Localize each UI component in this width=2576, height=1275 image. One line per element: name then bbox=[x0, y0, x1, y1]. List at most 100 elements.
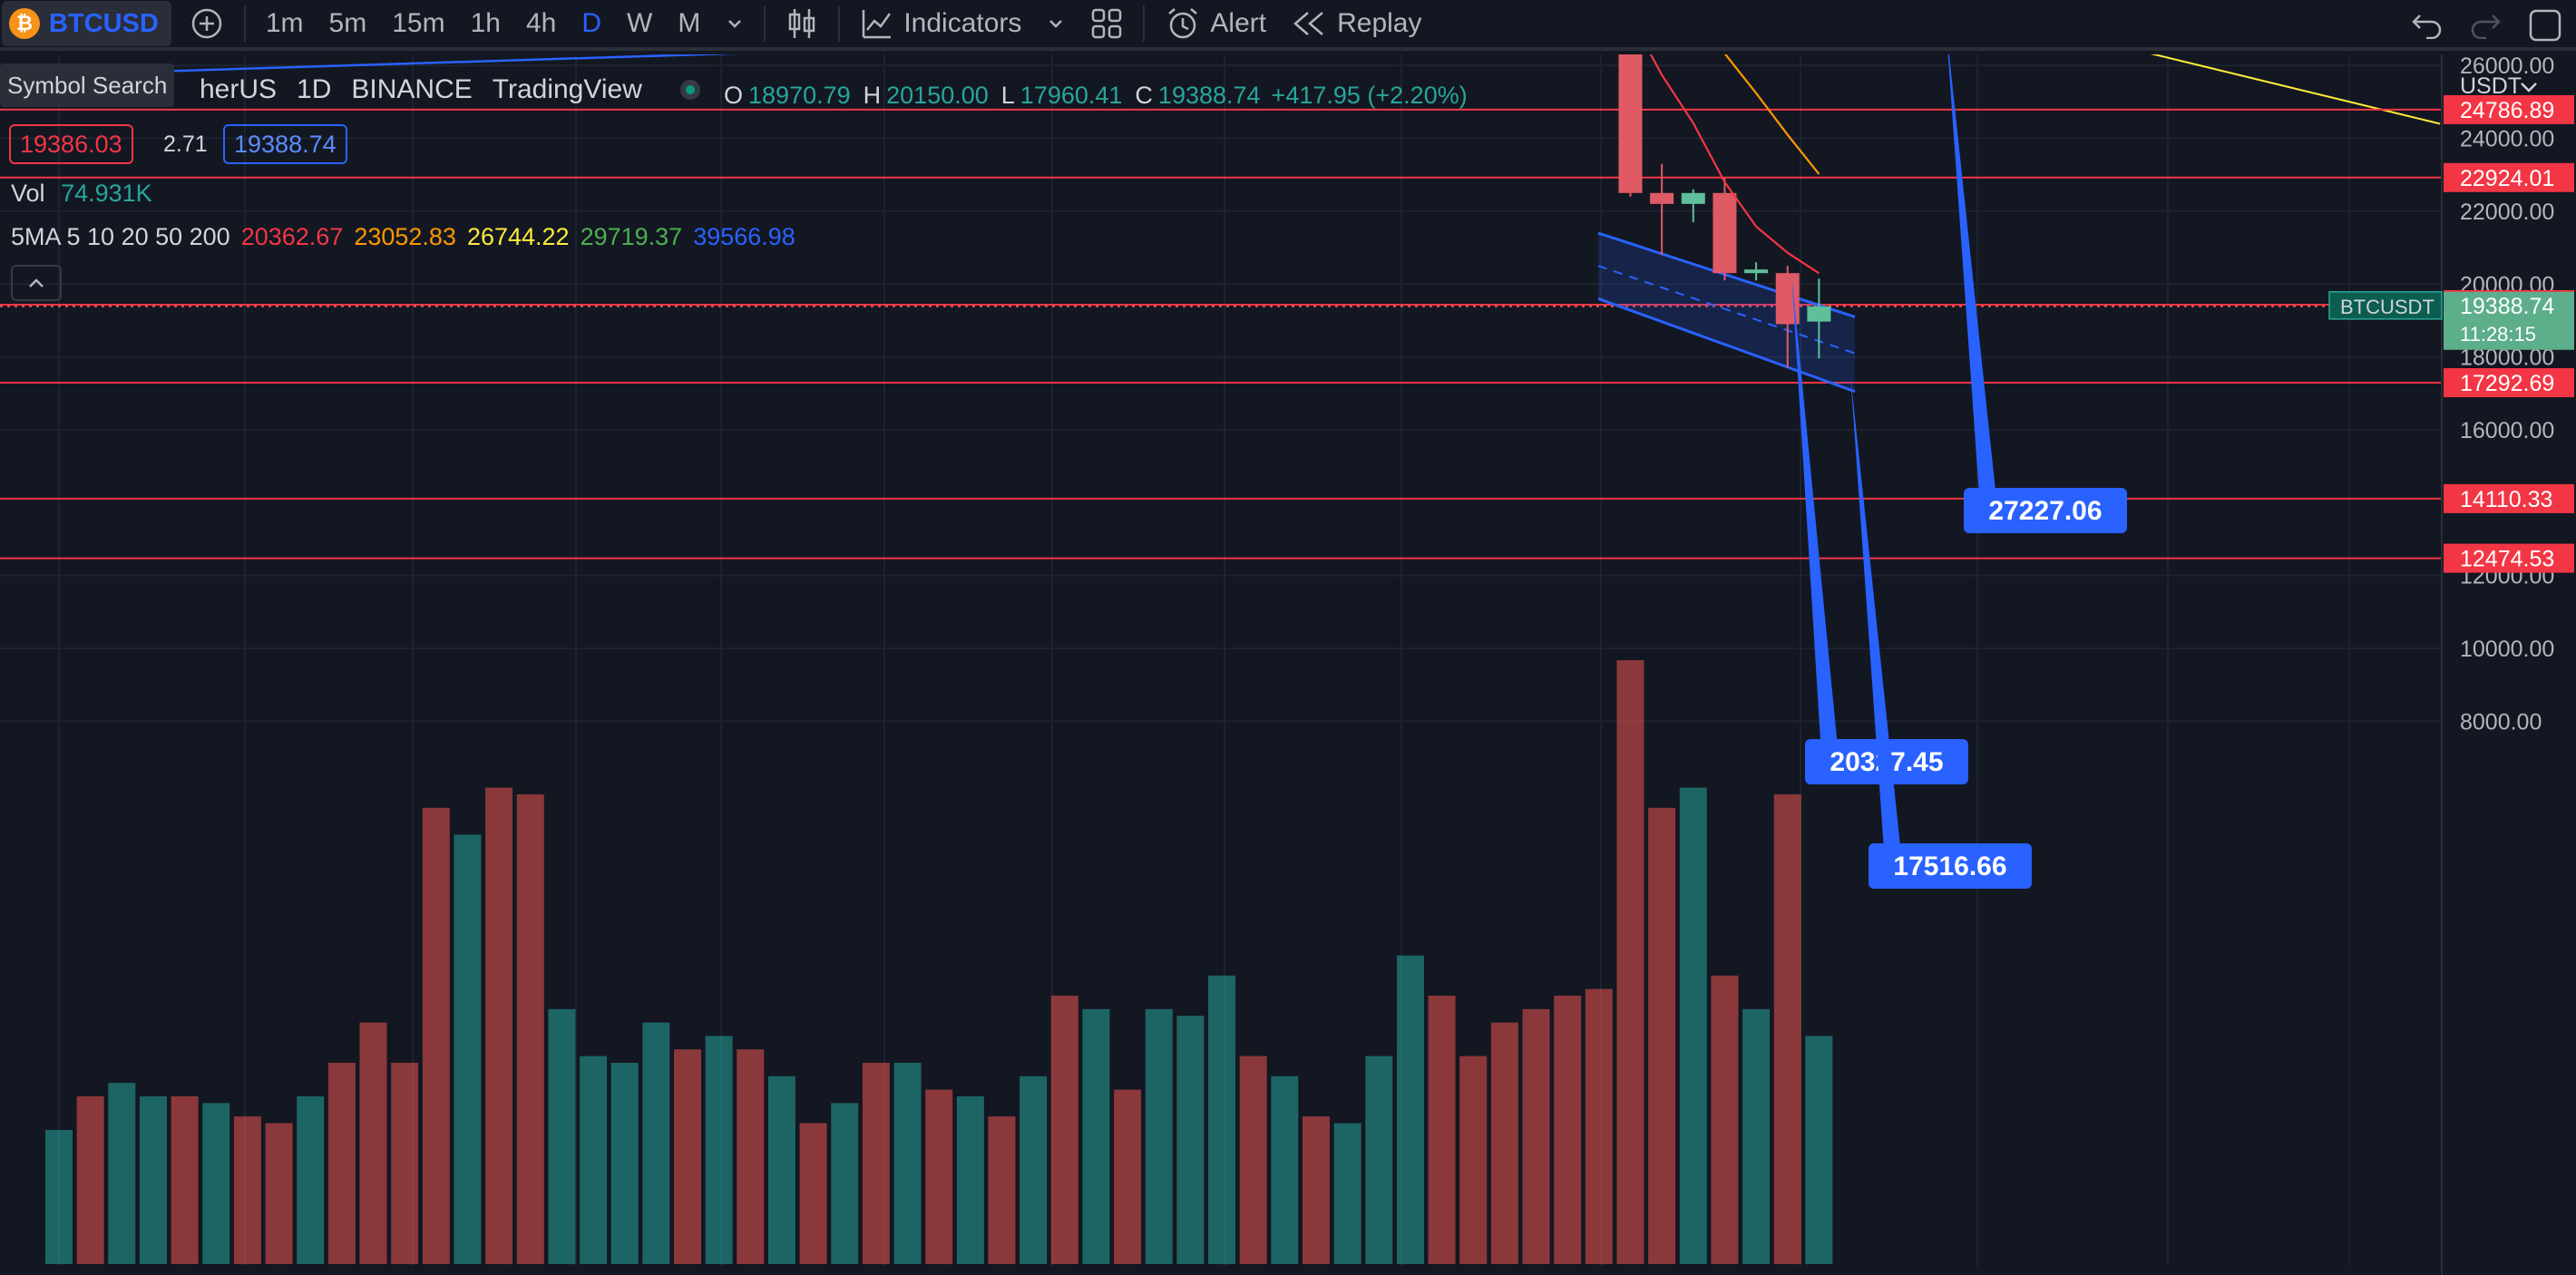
price-callout[interactable] bbox=[1869, 843, 2032, 889]
square-icon bbox=[2529, 9, 2561, 42]
replay-button[interactable]: Replay bbox=[1279, 0, 1434, 49]
chevron-down-icon bbox=[1049, 20, 1063, 28]
alert-button[interactable]: Alert bbox=[1152, 0, 1279, 49]
ohlc-legend: O 18970.79 H 20150.00 L 17960.41 C 19388.74 … bbox=[724, 82, 1468, 110]
level-price-tag bbox=[2444, 543, 2574, 573]
volume-bar bbox=[1114, 1089, 1142, 1264]
volume-bar bbox=[767, 1075, 795, 1264]
candle-body[interactable] bbox=[1807, 306, 1831, 322]
timeframe-4h[interactable]: 4h bbox=[513, 0, 569, 49]
price-axis-tick: 8000.00 bbox=[2460, 709, 2542, 735]
source-label: TradingView bbox=[492, 74, 642, 104]
chart-pane[interactable]: 27227.0620327.4517516.66USDT38000.003600… bbox=[0, 54, 2576, 1275]
timeframe-w[interactable]: W bbox=[614, 0, 665, 49]
price-axis-tick: 22000.00 bbox=[2460, 200, 2554, 225]
current-price-tag bbox=[2444, 291, 2574, 350]
channel-mid bbox=[1597, 265, 1856, 355]
volume-bar bbox=[1490, 1022, 1518, 1264]
timeframe-5m[interactable]: 5m bbox=[317, 0, 380, 49]
volume-bar bbox=[705, 1036, 733, 1264]
volume-bar bbox=[1459, 1056, 1488, 1264]
axis-currency-label: USDT bbox=[2460, 73, 2522, 99]
volume-label: Vol bbox=[11, 180, 45, 207]
volume-bar bbox=[1208, 975, 1236, 1264]
volume-bar bbox=[862, 1063, 890, 1264]
volume-bar bbox=[1522, 1008, 1550, 1264]
volume-bar bbox=[171, 1096, 199, 1264]
volume-bar bbox=[45, 1130, 73, 1264]
chevron-down-icon bbox=[728, 20, 742, 28]
timeframe-label: 1h bbox=[470, 8, 501, 38]
volume-bar bbox=[1805, 1036, 1833, 1264]
candle-body[interactable] bbox=[1712, 192, 1737, 274]
ma-200-value: 39566.98 bbox=[693, 223, 795, 250]
volume-bar bbox=[485, 787, 513, 1264]
current-symbol-label: BTCUSDT bbox=[2340, 296, 2435, 318]
timeframe-1m[interactable]: 1m bbox=[253, 0, 317, 49]
channel-upper bbox=[1597, 231, 1856, 318]
indicators-dropdown[interactable] bbox=[1034, 0, 1078, 49]
volume-bar bbox=[642, 1022, 670, 1264]
trendline-blue-lower bbox=[0, 54, 738, 78]
open-value: 18970.79 bbox=[748, 82, 851, 109]
volume-bar bbox=[1742, 1008, 1771, 1264]
timeframe-1h[interactable]: 1h bbox=[458, 0, 513, 49]
callout-pointer bbox=[1850, 375, 1905, 889]
callout-pointer bbox=[1947, 54, 2000, 533]
timeframe-d[interactable]: D bbox=[569, 0, 614, 49]
volume-bar bbox=[359, 1022, 387, 1264]
symbol-search-button[interactable]: ₿ BTCUSD bbox=[2, 1, 171, 46]
volume-bar bbox=[1711, 975, 1739, 1264]
candle-body[interactable] bbox=[1618, 54, 1643, 193]
fullscreen-button[interactable] bbox=[2514, 0, 2576, 51]
undo-icon bbox=[2412, 15, 2442, 39]
exchange-label: BINANCE bbox=[351, 74, 473, 104]
volume-bar bbox=[516, 794, 544, 1264]
layout-button[interactable] bbox=[1078, 0, 1136, 49]
volume-bar bbox=[1616, 660, 1644, 1264]
candle-body[interactable] bbox=[1650, 192, 1674, 204]
bid-price-box[interactable]: 19386.03 bbox=[9, 124, 133, 164]
timeframe-m[interactable]: M bbox=[665, 0, 713, 49]
current-price-label: 19388.74 bbox=[2460, 294, 2554, 319]
chart-type-button[interactable] bbox=[773, 0, 831, 49]
volume-bar bbox=[1303, 1116, 1330, 1264]
open-label: O bbox=[724, 82, 744, 109]
volume-bar bbox=[265, 1123, 293, 1264]
candle-body[interactable] bbox=[1744, 269, 1769, 274]
moving-average-legend: 5MA 5 10 20 50 200 20362.67 23052.83 267… bbox=[11, 223, 795, 251]
candle-body[interactable] bbox=[1681, 192, 1705, 204]
level-price-tag bbox=[2444, 368, 2574, 398]
timeframe-15m[interactable]: 15m bbox=[379, 0, 457, 49]
volume-bar bbox=[1145, 1008, 1173, 1264]
volume-bar bbox=[233, 1116, 261, 1264]
price-callout[interactable] bbox=[1964, 488, 2127, 533]
chevron-down-icon[interactable] bbox=[2521, 83, 2537, 92]
volume-bar bbox=[1585, 988, 1613, 1264]
timeframe-label: 15m bbox=[392, 8, 445, 38]
ask-price-box[interactable]: 19388.74 bbox=[223, 124, 347, 164]
redo-button[interactable] bbox=[2456, 0, 2514, 51]
price-axis-tick: 26000.00 bbox=[2460, 54, 2554, 79]
timeframe-dropdown[interactable] bbox=[713, 0, 756, 49]
volume-bar bbox=[1773, 794, 1801, 1264]
price-chart-canvas[interactable]: 27227.0620327.4517516.66USDT38000.003600… bbox=[0, 54, 2576, 1275]
spread-value: 2.71 bbox=[163, 131, 208, 157]
timeframe-label: M bbox=[678, 8, 701, 38]
candle-body[interactable] bbox=[1775, 273, 1800, 325]
volume-legend: Vol 74.931K bbox=[11, 180, 152, 208]
volume-bar bbox=[202, 1103, 230, 1264]
market-status-icon bbox=[679, 80, 700, 100]
volume-bar bbox=[1396, 955, 1424, 1264]
callout-label: 27227.06 bbox=[1988, 496, 2102, 526]
top-toolbar: ₿ BTCUSD 1m 5m 15m 1h 4h D W M Indicator… bbox=[0, 0, 2576, 51]
volume-bar bbox=[1082, 1008, 1110, 1264]
callout-label: 17516.66 bbox=[1893, 852, 2006, 881]
alert-label: Alert bbox=[1210, 8, 1267, 38]
timeframe-label: 1m bbox=[265, 8, 304, 38]
indicators-button[interactable]: Indicators bbox=[847, 0, 1034, 49]
collapse-legend-button[interactable] bbox=[11, 265, 62, 301]
compare-add-button[interactable] bbox=[177, 0, 237, 49]
undo-button[interactable] bbox=[2398, 0, 2456, 51]
volume-bar bbox=[1554, 996, 1582, 1264]
